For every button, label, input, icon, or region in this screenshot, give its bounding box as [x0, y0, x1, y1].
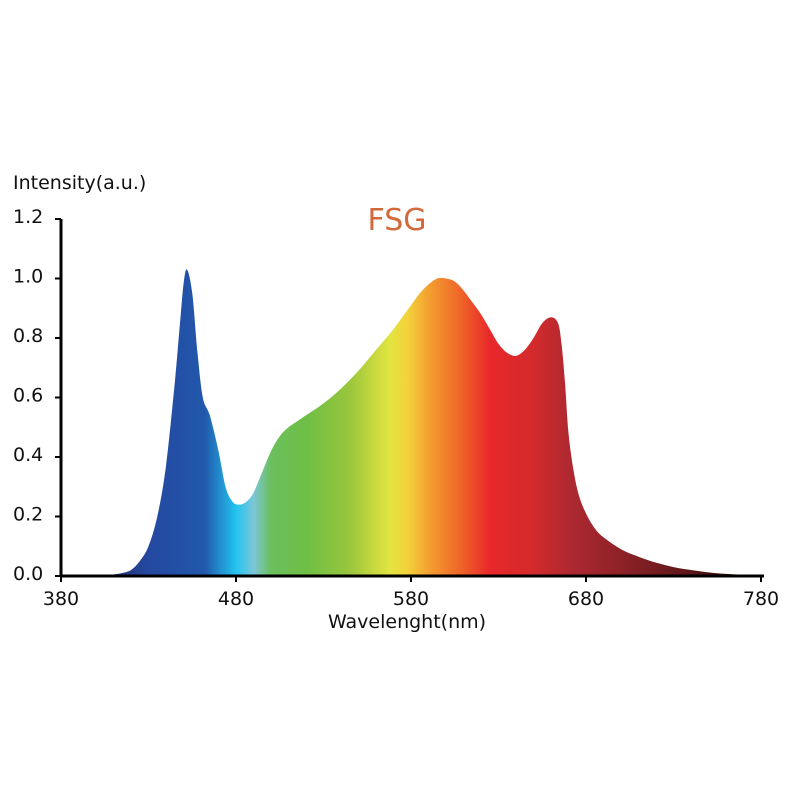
y-tick-label: 0.2	[13, 504, 43, 526]
x-tick-label: 380	[43, 588, 79, 610]
y-tick-label: 1.0	[13, 266, 43, 288]
y-tick-label: 0.4	[13, 444, 43, 466]
y-tick-label: 0.8	[13, 325, 43, 347]
y-tick-label: 1.2	[13, 206, 43, 228]
spectrum-area	[104, 269, 762, 576]
x-tick-label: 580	[393, 588, 429, 610]
y-axis-label: Intensity(a.u.)	[13, 172, 146, 194]
ticks-layer: 0.0 0.2 0.4 0.6 0.8 1.0 1.2 380 480 580 680 780	[13, 206, 779, 610]
x-tick-label: 780	[743, 588, 779, 610]
x-axis-label: Wavelenght(nm)	[328, 611, 486, 633]
y-tick-label: 0.0	[13, 563, 43, 585]
x-tick-label: 480	[218, 588, 254, 610]
y-tick-label: 0.6	[13, 385, 43, 407]
chart-title: FSG	[367, 203, 426, 238]
x-tick-label: 680	[568, 588, 604, 610]
area-layer	[104, 269, 762, 576]
